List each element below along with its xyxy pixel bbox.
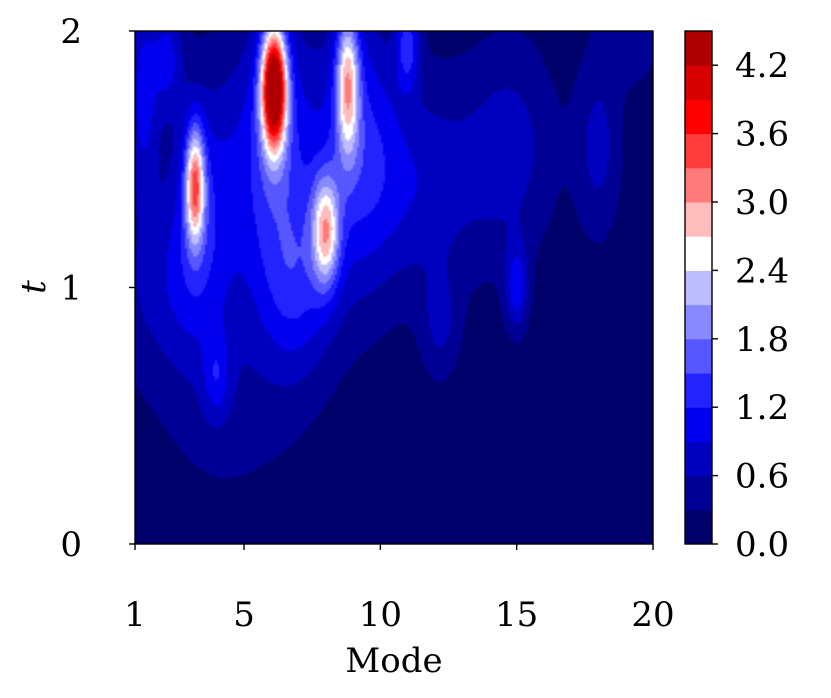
colorbar-tick-label: 0.6 xyxy=(735,457,789,497)
colorbar-band xyxy=(685,304,712,340)
colorbar-band xyxy=(685,31,712,66)
colorbar-band xyxy=(685,133,712,169)
x-tick-label: 1 xyxy=(124,595,146,635)
y-axis-label: t xyxy=(14,280,54,294)
y-tick-label: 0 xyxy=(60,525,82,565)
x-tick-label: 10 xyxy=(359,595,402,635)
y-axis: 0 1 2 xyxy=(60,12,135,565)
x-tick-label: 15 xyxy=(495,595,538,635)
colorbar-band xyxy=(685,407,712,442)
x-axis: 1 5 10 15 20 xyxy=(124,544,675,635)
colorbar-tick-label: 3.6 xyxy=(735,115,789,155)
colorbar-tick-label: 1.2 xyxy=(735,388,789,428)
colorbar-band xyxy=(685,202,712,237)
colorbar-tick-label: 3.0 xyxy=(735,183,789,223)
x-tick-label: 5 xyxy=(233,595,255,635)
colorbar-band xyxy=(685,236,712,271)
y-tick-label: 2 xyxy=(60,12,82,52)
x-axis-label: Mode xyxy=(345,641,442,681)
colorbar-band xyxy=(685,475,712,511)
colorbar-band xyxy=(685,270,712,306)
colorbar-band xyxy=(685,338,712,374)
colorbar-band xyxy=(685,99,712,135)
colorbar-tick-label: 2.4 xyxy=(735,251,789,291)
heatmap-surface xyxy=(135,31,653,544)
colorbar xyxy=(685,31,712,545)
colorbar-band xyxy=(685,167,712,203)
y-tick-label: 1 xyxy=(60,269,82,309)
colorbar-tick-label: 0.0 xyxy=(735,525,789,565)
colorbar-frame xyxy=(684,30,713,545)
colorbar-tick-label: 1.8 xyxy=(735,320,789,360)
x-tick-label: 20 xyxy=(631,595,674,635)
colorbar-band xyxy=(685,509,712,545)
colorbar-band xyxy=(685,65,712,100)
colorbar-band xyxy=(685,441,712,477)
colorbar-tick-label: 4.2 xyxy=(735,46,789,86)
colorbar-band xyxy=(685,373,712,408)
colorbar-ticks: 0.0 0.6 1.2 1.8 2.4 3.0 3.6 4.2 xyxy=(712,46,789,565)
